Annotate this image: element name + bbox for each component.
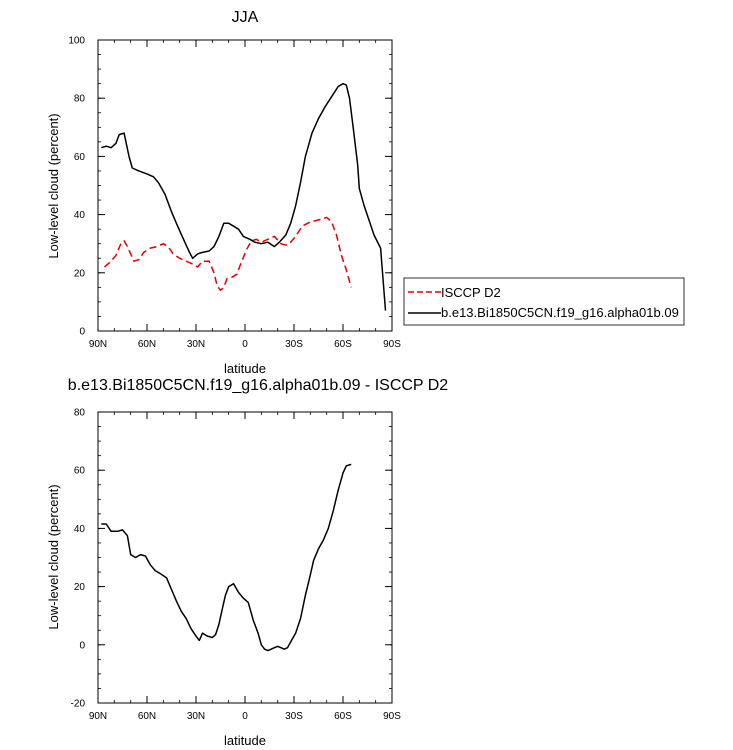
chart-top-x-tick-label: 60N bbox=[138, 339, 156, 350]
legend-box bbox=[403, 277, 685, 326]
chart-top: JJA latitude Low-level cloud (percent) 9… bbox=[46, 9, 401, 376]
legend: ISCCP D2 b.e13.Bi1850C5CN.f19_g16.alpha0… bbox=[403, 277, 685, 326]
chart-bottom-x-tick-label: 60S bbox=[334, 711, 352, 722]
chart-bottom-x-tick-label: 60N bbox=[138, 711, 156, 722]
chart-top-x-tick-label: 90N bbox=[89, 339, 107, 350]
chart-bottom-y-tick-label: 60 bbox=[74, 466, 86, 477]
chart-bottom-axes: 90N 60N 30N 0 30S 60S 90S -20 0 20 40 60 80 bbox=[71, 408, 402, 723]
chart-bottom-x-tick-label: 90S bbox=[383, 711, 401, 722]
chart-top-axes: 90N 60N 30N 0 30S 60S 90S 0 20 40 60 80 100 bbox=[68, 36, 401, 351]
chart-top-y-tick-label: 0 bbox=[79, 327, 85, 338]
chart-top-x-tick-label: 60S bbox=[334, 339, 352, 350]
chart-top-y-tick-label: 100 bbox=[68, 36, 85, 47]
chart-top-series-line-1 bbox=[101, 82, 387, 311]
legend-label-isccp: ISCCP D2 bbox=[441, 285, 501, 300]
chart-bottom-y-tick-label: 20 bbox=[74, 582, 86, 593]
chart-bottom-y-tick-label: 40 bbox=[74, 524, 86, 535]
chart-bottom-y-tick-label: 0 bbox=[79, 640, 85, 651]
chart-bottom-x-tick-label: 30N bbox=[187, 711, 205, 722]
chart-top-xlabel: latitude bbox=[224, 361, 266, 376]
chart-bottom-x-tick-label: 30S bbox=[285, 711, 303, 722]
chart-bottom-y-tick-label: 80 bbox=[74, 408, 86, 419]
chart-top-x-tick-label: 0 bbox=[242, 339, 248, 350]
chart-top-plot-area bbox=[101, 82, 387, 311]
chart-top-x-tick-label: 30S bbox=[285, 339, 303, 350]
chart-bottom-plot-area bbox=[101, 463, 352, 652]
chart-bottom-x-tick-label: 0 bbox=[242, 711, 248, 722]
chart-top-series-line-0 bbox=[104, 216, 352, 292]
chart-bottom-y-tick-label: -20 bbox=[71, 699, 86, 710]
chart-top-y-tick-label: 60 bbox=[74, 152, 86, 163]
chart-top-y-tick-label: 40 bbox=[74, 210, 86, 221]
chart-bottom-series-line-0 bbox=[101, 463, 352, 652]
chart-bottom-x-tick-label: 90N bbox=[89, 711, 107, 722]
chart-bottom-ylabel: Low-level cloud (percent) bbox=[46, 484, 61, 629]
chart-bottom-title: b.e13.Bi1850C5CN.f19_g16.alpha01b.09 - I… bbox=[68, 377, 449, 394]
chart-top-x-tick-label: 90S bbox=[383, 339, 401, 350]
chart-bottom: b.e13.Bi1850C5CN.f19_g16.alpha01b.09 - I… bbox=[46, 377, 448, 748]
chart-top-x-tick-label: 30N bbox=[187, 339, 205, 350]
legend-label-model: b.e13.Bi1850C5CN.f19_g16.alpha01b.09 bbox=[441, 305, 679, 320]
chart-top-y-tick-label: 20 bbox=[74, 268, 86, 279]
chart-top-y-tick-label: 80 bbox=[74, 94, 86, 105]
chart-top-title: JJA bbox=[232, 9, 259, 26]
chart-top-ylabel: Low-level cloud (percent) bbox=[46, 113, 61, 258]
chart-bottom-xlabel: latitude bbox=[224, 733, 266, 748]
